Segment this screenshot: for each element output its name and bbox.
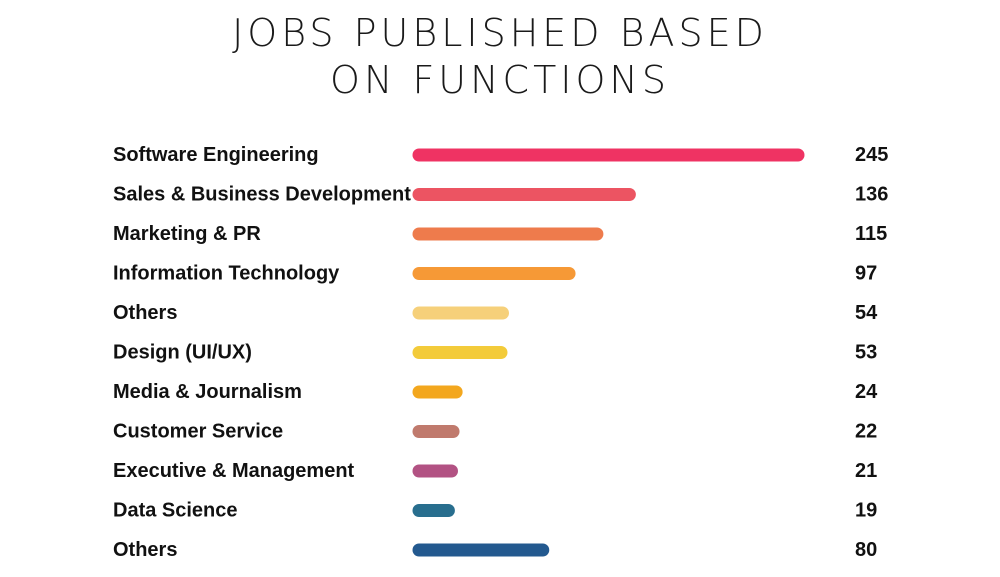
bar-row: Data Science 19 — [113, 500, 877, 522]
value-label: 24 — [855, 381, 878, 403]
category-label: Others — [113, 539, 177, 561]
category-label: Information Technology — [113, 263, 340, 285]
bar-row: Design (UI/UX) 53 — [113, 342, 877, 364]
value-label: 53 — [855, 342, 877, 364]
chart-title: JOBS PUBLISHED BASED ON FUNCTIONS — [0, 10, 1000, 104]
category-label: Marketing & PR — [113, 223, 261, 245]
value-label: 22 — [855, 421, 877, 443]
value-label: 21 — [855, 460, 877, 482]
value-label: 19 — [855, 500, 877, 522]
value-label: 136 — [855, 184, 888, 206]
value-label: 245 — [855, 144, 888, 166]
bar-row: Customer Service 22 — [113, 421, 877, 443]
bar-row: Executive & Management 21 — [113, 460, 877, 482]
value-label: 54 — [855, 302, 878, 324]
category-label: Software Engineering — [113, 144, 319, 166]
category-label: Customer Service — [113, 421, 283, 443]
bar-row: Media & Journalism 24 — [113, 381, 878, 403]
bar-row: Others 80 — [113, 539, 877, 561]
bar-row: Sales & Business Development 136 — [113, 184, 888, 206]
category-label: Data Science — [113, 500, 238, 522]
bar-row: Software Engineering 245 — [113, 144, 888, 166]
bar-row: Others 54 — [113, 302, 878, 324]
category-label: Executive & Management — [113, 460, 355, 482]
chart-title-line-1: JOBS PUBLISHED BASED — [232, 11, 768, 55]
value-label: 115 — [855, 223, 887, 245]
category-label: Others — [113, 302, 177, 324]
value-label: 80 — [855, 539, 877, 561]
bar-row: Marketing & PR 115 — [113, 223, 887, 245]
category-label: Media & Journalism — [113, 381, 302, 403]
value-label: 97 — [855, 263, 877, 285]
chart-title-line-2: ON FUNCTIONS — [330, 58, 670, 102]
category-label: Sales & Business Development — [113, 184, 411, 206]
bar-row: Information Technology 97 — [113, 263, 877, 285]
category-label: Design (UI/UX) — [113, 342, 252, 364]
